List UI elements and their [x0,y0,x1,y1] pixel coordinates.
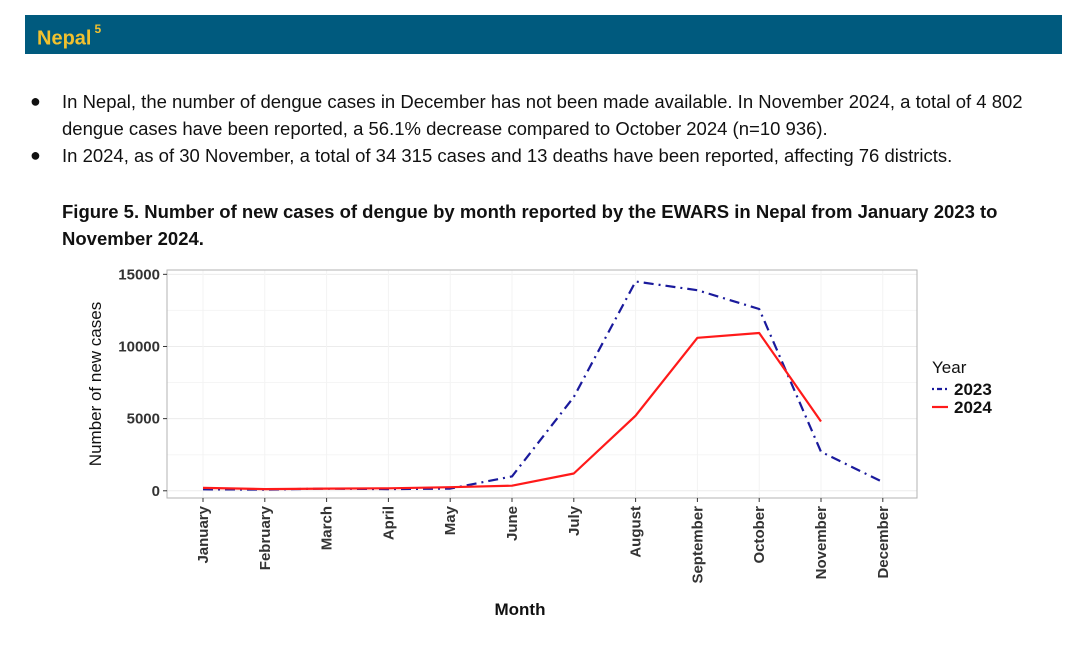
plot-frame [166,269,918,499]
x-tick-label: October [751,506,768,564]
bullet-icon: ● [30,145,41,165]
bullet-text: In 2024, as of 30 November, a total of 3… [62,145,953,166]
x-tick-label: November [813,506,830,580]
series-line-2024 [202,331,822,491]
x-tick-label: January [195,505,212,563]
legend-label-2023: 2023 [954,380,992,399]
x-axis: January February March April May June July Augu… [195,498,892,584]
x-tick-label: March [319,506,336,550]
x-tick-label: June [504,506,521,541]
x-tick-label: April [380,506,397,540]
x-axis-title: Month [495,600,546,619]
series-lines [202,280,884,491]
y-tick-label: 15000 [118,266,160,283]
x-tick-label: August [628,506,645,558]
series-line-2023 [202,280,884,491]
x-tick-label: September [689,506,706,584]
y-axis: 0 5000 10000 15000 [118,266,167,500]
y-axis-title: Number of new cases [86,302,105,466]
x-tick-label: May [442,505,459,535]
list-item: ● In Nepal, the number of dengue cases i… [30,88,1075,142]
section-header-bar: Nepal 5 [25,15,1062,54]
section-title-text: Nepal [37,27,92,50]
legend-label-2024: 2024 [954,398,992,417]
y-tick-label: 10000 [118,338,160,355]
footnote-superscript: 5 [94,22,102,36]
figure-caption: Figure 5. Number of new cases of dengue … [62,201,998,249]
legend-title: Year [932,358,967,377]
section-title: Nepal 5 [37,21,101,51]
y-tick-label: 5000 [127,411,160,428]
list-item: ● In 2024, as of 30 November, a total of… [30,142,1075,169]
x-tick-label: July [566,505,583,536]
x-tick-label: December [875,506,892,579]
x-tick-label: February [257,505,274,570]
y-tick-label: 0 [152,483,160,500]
bullet-text: In Nepal, the number of dengue cases in … [62,91,1023,139]
line-chart: 0 5000 10000 15000 January February March Apri… [86,266,992,619]
chart-grid [167,270,917,498]
bullet-list: ● In Nepal, the number of dengue cases i… [30,88,1075,169]
bullet-icon: ● [30,91,41,111]
